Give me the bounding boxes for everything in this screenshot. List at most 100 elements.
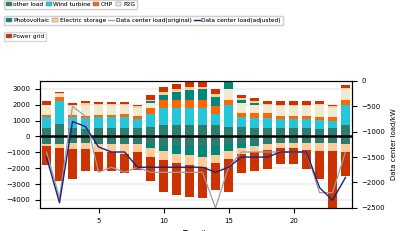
Bar — [276, 137, 285, 143]
Bar — [120, 144, 129, 154]
Bar — [120, 128, 129, 137]
Bar — [159, 92, 168, 95]
Bar — [289, 143, 298, 148]
Legend: Power grid: Power grid — [4, 32, 46, 41]
Bar — [68, 106, 77, 115]
Bar — [250, 137, 259, 144]
Bar — [276, 119, 285, 128]
Bar — [107, 104, 116, 105]
Bar — [341, 100, 350, 105]
Bar — [42, 144, 51, 146]
Bar — [250, 146, 259, 152]
Bar — [289, 101, 298, 105]
Bar — [198, 157, 207, 167]
Bar — [42, 105, 51, 106]
Bar — [211, 89, 220, 94]
Bar — [198, 87, 207, 89]
Bar — [302, 128, 311, 137]
Bar — [172, 108, 181, 125]
Bar — [159, 108, 168, 125]
Bar — [328, 151, 337, 208]
Bar — [237, 137, 246, 144]
Bar — [185, 87, 194, 90]
Bar — [107, 152, 116, 170]
Bar — [94, 105, 103, 115]
Bar — [133, 137, 142, 143]
Bar — [315, 106, 324, 117]
Bar — [263, 118, 272, 128]
Bar — [237, 117, 246, 127]
Bar — [159, 125, 168, 137]
Bar — [42, 137, 51, 144]
Bar — [211, 164, 220, 190]
Bar — [289, 105, 298, 106]
Bar — [263, 104, 272, 106]
Bar — [237, 100, 246, 103]
Bar — [211, 146, 220, 155]
Bar — [237, 98, 246, 100]
Bar — [107, 128, 116, 137]
Bar — [94, 115, 103, 117]
Bar — [133, 128, 142, 137]
Bar — [146, 108, 155, 114]
Bar — [224, 127, 233, 137]
Bar — [198, 100, 207, 108]
Bar — [81, 129, 90, 137]
X-axis label: Time/h: Time/h — [183, 229, 209, 231]
Bar — [159, 95, 168, 100]
Bar — [328, 106, 337, 108]
Bar — [289, 106, 298, 116]
Bar — [133, 119, 142, 128]
Bar — [185, 125, 194, 137]
Bar — [42, 115, 51, 117]
Bar — [237, 144, 246, 148]
Bar — [81, 118, 90, 129]
Bar — [263, 113, 272, 118]
Bar — [185, 82, 194, 87]
Bar — [250, 101, 259, 103]
Bar — [159, 160, 168, 192]
Bar — [250, 103, 259, 105]
Bar — [81, 105, 90, 116]
Bar — [55, 97, 64, 101]
Bar — [276, 128, 285, 137]
Bar — [289, 119, 298, 128]
Bar — [107, 115, 116, 117]
Bar — [68, 103, 77, 105]
Bar — [224, 151, 233, 159]
Bar — [276, 106, 285, 116]
Bar — [68, 128, 77, 137]
Bar — [211, 155, 220, 164]
Bar — [224, 81, 233, 82]
Bar — [302, 106, 311, 116]
Bar — [172, 84, 181, 89]
Bar — [55, 92, 64, 93]
Bar — [120, 117, 129, 128]
Bar — [185, 108, 194, 125]
Bar — [55, 101, 64, 124]
Bar — [328, 143, 337, 151]
Bar — [55, 124, 64, 137]
Bar — [341, 125, 350, 137]
Bar — [211, 125, 220, 137]
Bar — [42, 101, 51, 105]
Bar — [120, 102, 129, 104]
Bar — [224, 144, 233, 151]
Bar — [81, 143, 90, 149]
Bar — [81, 101, 90, 103]
Bar — [237, 95, 246, 98]
Bar — [172, 137, 181, 146]
Bar — [133, 143, 142, 144]
Bar — [341, 85, 350, 88]
Bar — [172, 92, 181, 100]
Bar — [250, 152, 259, 171]
Bar — [289, 116, 298, 119]
Bar — [185, 165, 194, 197]
Bar — [263, 106, 272, 113]
Bar — [276, 148, 285, 164]
Bar — [107, 137, 116, 144]
Bar — [302, 105, 311, 106]
Bar — [133, 108, 142, 116]
Bar — [94, 128, 103, 137]
Bar — [315, 104, 324, 106]
